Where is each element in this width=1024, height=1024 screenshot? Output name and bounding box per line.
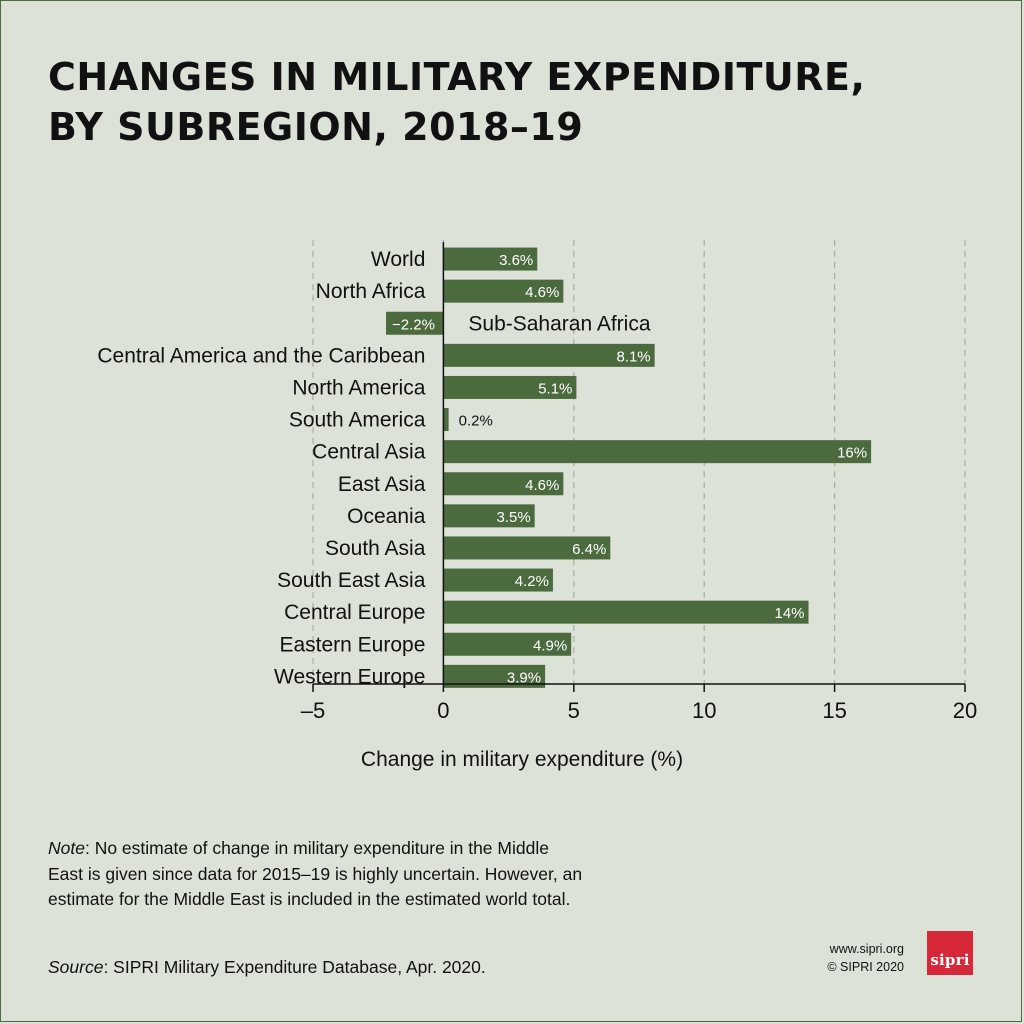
category-label-1: North Africa <box>316 280 426 303</box>
bar-8 <box>443 504 535 528</box>
bar-12 <box>443 632 572 656</box>
category-label-13: Western Europe <box>274 665 425 688</box>
category-label-4: North America <box>292 376 425 399</box>
sipri-logo: sipri <box>927 931 973 975</box>
value-label-1: 4.6% <box>525 284 559 301</box>
x-tick-label-5: 20 <box>953 698 977 723</box>
bar-2 <box>386 311 444 335</box>
bar-3 <box>443 343 655 367</box>
chart-title-line-2: BY SUBREGION, 2018–19 <box>48 105 584 149</box>
bar-4 <box>443 375 577 399</box>
category-label-3: Central America and the Caribbean <box>97 344 425 367</box>
value-label-8: 3.5% <box>496 509 530 526</box>
value-label-4: 5.1% <box>538 380 572 397</box>
x-tick-label-0: –5 <box>301 698 325 723</box>
value-label-3: 8.1% <box>616 348 650 365</box>
bar-0 <box>443 247 538 271</box>
value-label-6: 16% <box>837 445 867 462</box>
source-label: Source <box>48 957 104 977</box>
bar-chart: World 3.6% North Africa 4.6% Sub-Saharan Afr… <box>97 240 977 771</box>
bar-1 <box>443 279 564 303</box>
value-label-0: 3.6% <box>499 252 533 269</box>
credits: www.sipri.org © SIPRI 2020 <box>790 940 904 976</box>
value-label-2: −2.2% <box>392 316 435 333</box>
value-label-13: 3.9% <box>507 669 541 686</box>
bar-9 <box>443 536 611 560</box>
chart-title-line-1: CHANGES IN MILITARY EXPENDITURE, <box>48 55 866 99</box>
x-tick-label-1: 0 <box>437 698 449 723</box>
chart-title: CHANGES IN MILITARY EXPENDITURE, BY SUBR… <box>48 52 948 152</box>
category-label-8: Oceania <box>347 505 426 528</box>
copyright-text: © SIPRI 2020 <box>827 960 904 974</box>
chart-source: Source: SIPRI Military Expenditure Datab… <box>48 955 648 979</box>
value-label-10: 4.2% <box>515 573 549 590</box>
sipri-logo-text: sipri <box>930 951 970 969</box>
category-label-2: Sub-Saharan Africa <box>468 312 650 335</box>
category-label-10: South East Asia <box>277 569 426 592</box>
source-text: : SIPRI Military Expenditure Database, A… <box>103 957 486 977</box>
bar-10 <box>443 568 553 592</box>
category-label-11: Central Europe <box>284 601 425 624</box>
x-tick-label-4: 15 <box>822 698 846 723</box>
bar-7 <box>443 472 564 496</box>
category-label-6: Central Asia <box>312 441 426 464</box>
category-label-5: South America <box>289 409 426 432</box>
note-label: Note <box>48 838 85 858</box>
category-label-9: South Asia <box>325 537 426 560</box>
note-text: : No estimate of change in military expe… <box>48 838 583 909</box>
x-axis-title: Change in military expenditure (%) <box>361 748 683 771</box>
value-label-9: 6.4% <box>572 541 606 558</box>
x-tick-label-3: 10 <box>692 698 716 723</box>
value-label-7: 4.6% <box>525 477 559 494</box>
bar-5 <box>443 408 449 432</box>
bar-11 <box>443 600 809 624</box>
value-label-12: 4.9% <box>533 637 567 654</box>
bar-6 <box>443 440 872 464</box>
bar-13 <box>443 664 546 688</box>
category-label-12: Eastern Europe <box>279 633 425 656</box>
value-label-5: 0.2% <box>459 413 493 430</box>
x-tick-label-2: 5 <box>568 698 580 723</box>
chart-note: Note: No estimate of change in military … <box>48 836 588 913</box>
category-label-0: World <box>371 248 425 271</box>
value-label-11: 14% <box>774 605 804 622</box>
category-label-7: East Asia <box>338 473 426 496</box>
website-link[interactable]: www.sipri.org <box>829 942 904 956</box>
